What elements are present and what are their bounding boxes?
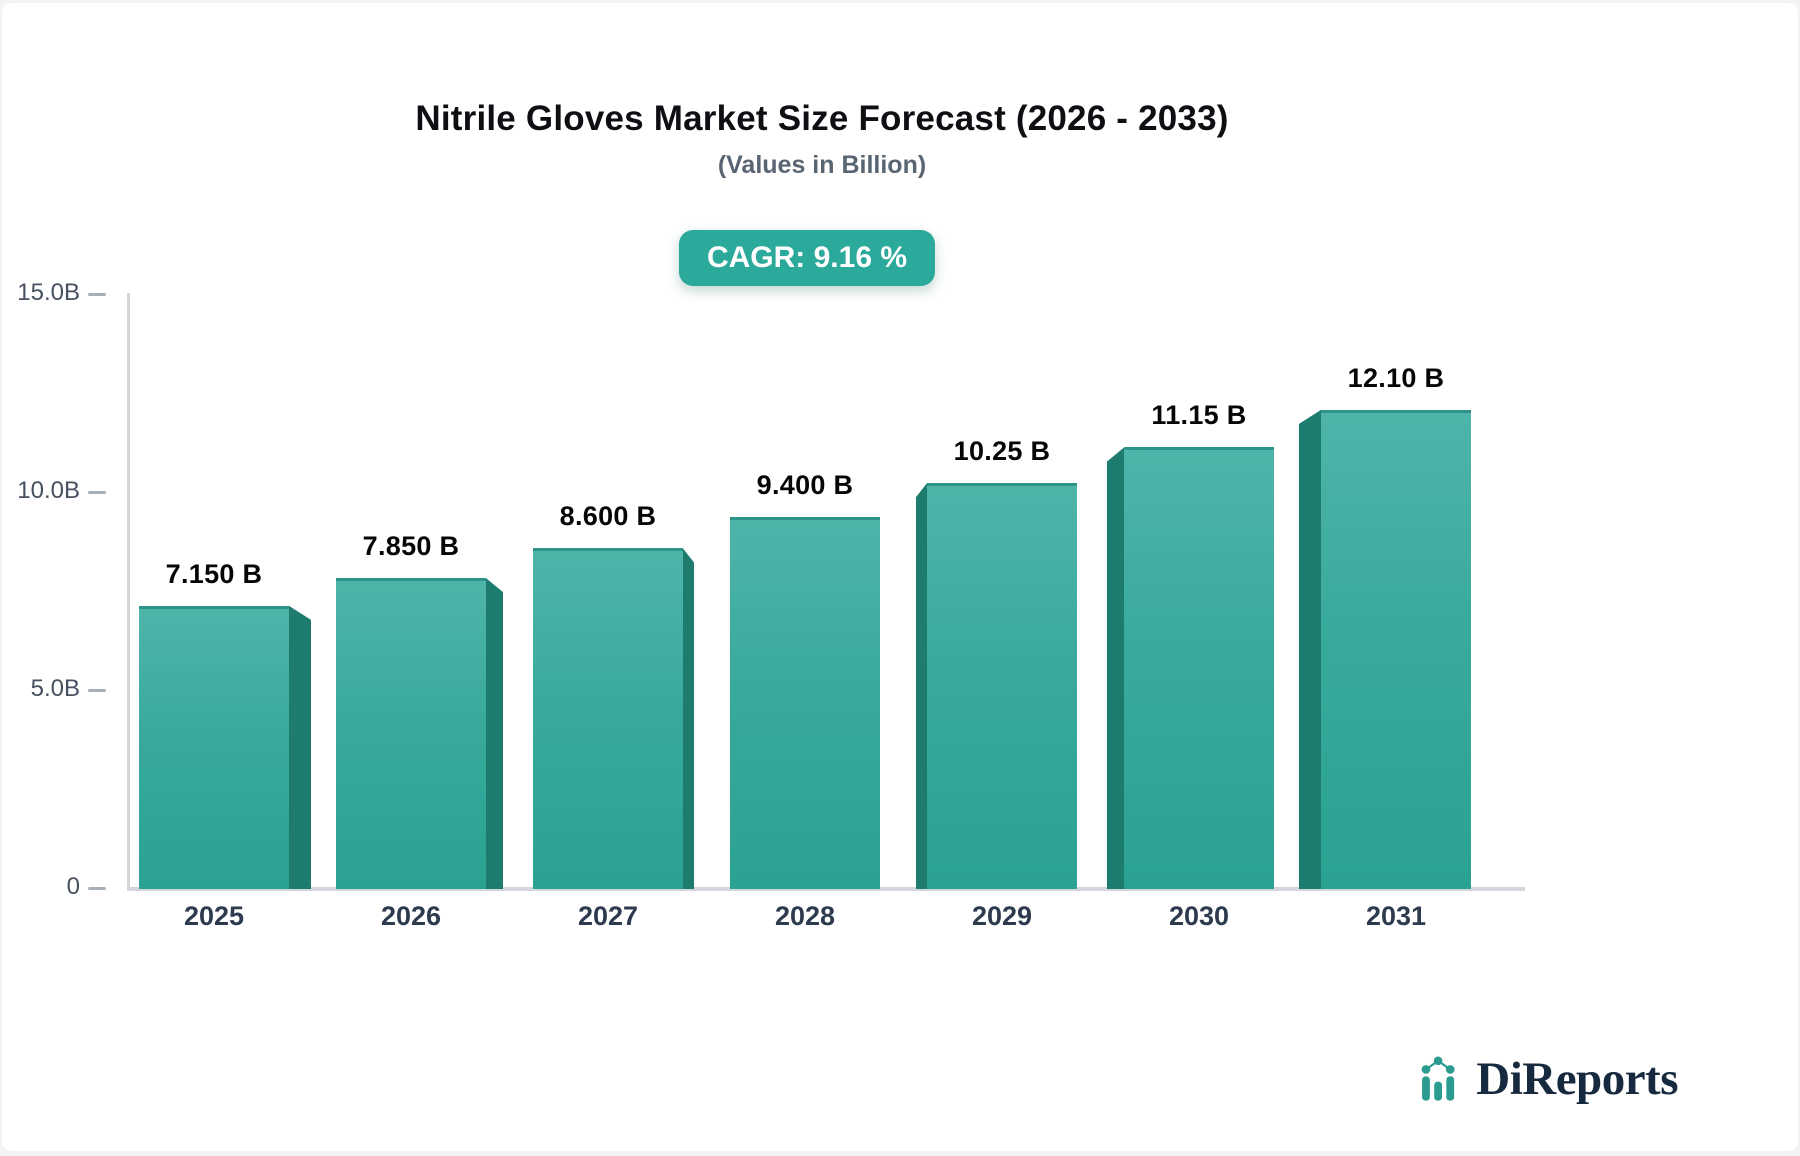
bar-side-2031 [1299, 409, 1321, 889]
x-axis-label-2029: 2029 [971, 901, 1033, 931]
y-axis-tick [88, 293, 106, 296]
bar-value-label-2031: 12.10 B [1347, 362, 1445, 393]
bar-side-2027 [683, 548, 694, 889]
bar-side-2029 [916, 483, 927, 889]
bar-value-label-2026: 7.850 B [362, 531, 460, 562]
y-axis-label: 10.0B [17, 477, 80, 504]
bar-value-label-2025: 7.150 B [165, 558, 263, 589]
x-axis-label-2030: 2030 [1168, 901, 1230, 931]
bar-side-2025 [289, 605, 311, 889]
y-axis-label: 0 [66, 873, 80, 900]
bar-2027 [533, 548, 683, 889]
direports-logo: DiReports [1416, 1053, 1678, 1105]
x-axis-label-2031: 2031 [1365, 901, 1427, 931]
x-axis-label-2028: 2028 [774, 901, 836, 931]
x-axis-label-2027: 2027 [577, 901, 639, 931]
y-axis-tick [88, 491, 106, 494]
cagr-badge: CAGR: 9.16 % [678, 230, 936, 286]
bar-side-2030 [1107, 447, 1124, 889]
chart-subtitle: (Values in Billion) [717, 151, 927, 179]
bar-value-label-2027: 8.600 B [559, 501, 657, 532]
logo-text: DiReports [1476, 1052, 1678, 1105]
y-axis-tick [88, 689, 106, 692]
y-axis-tick [88, 887, 106, 890]
y-axis-label: 15.0B [17, 279, 80, 306]
bar-value-label-2029: 10.25 B [953, 436, 1051, 467]
x-axis-label-2026: 2026 [380, 901, 442, 931]
bar-value-label-2030: 11.15 B [1151, 400, 1247, 431]
bar-2029 [927, 483, 1077, 889]
x-axis-line [127, 887, 1525, 891]
chart-title: Nitrile Gloves Market Size Forecast (202… [415, 99, 1229, 138]
y-axis-label: 5.0B [30, 675, 80, 702]
bar-2028 [730, 516, 880, 889]
bar-2031 [1321, 409, 1471, 889]
bar-2026 [336, 578, 486, 889]
chart-card: Nitrile Gloves Market Size Forecast (202… [2, 3, 1798, 1151]
x-axis-label-2025: 2025 [183, 901, 245, 931]
bar-line-chart-icon [1421, 1056, 1455, 1101]
bar-2025 [139, 605, 289, 889]
y-axis-line [127, 293, 130, 889]
bar-2030 [1124, 447, 1274, 889]
bar-side-2026 [486, 578, 503, 889]
bar-value-label-2028: 9.400 B [756, 469, 854, 500]
